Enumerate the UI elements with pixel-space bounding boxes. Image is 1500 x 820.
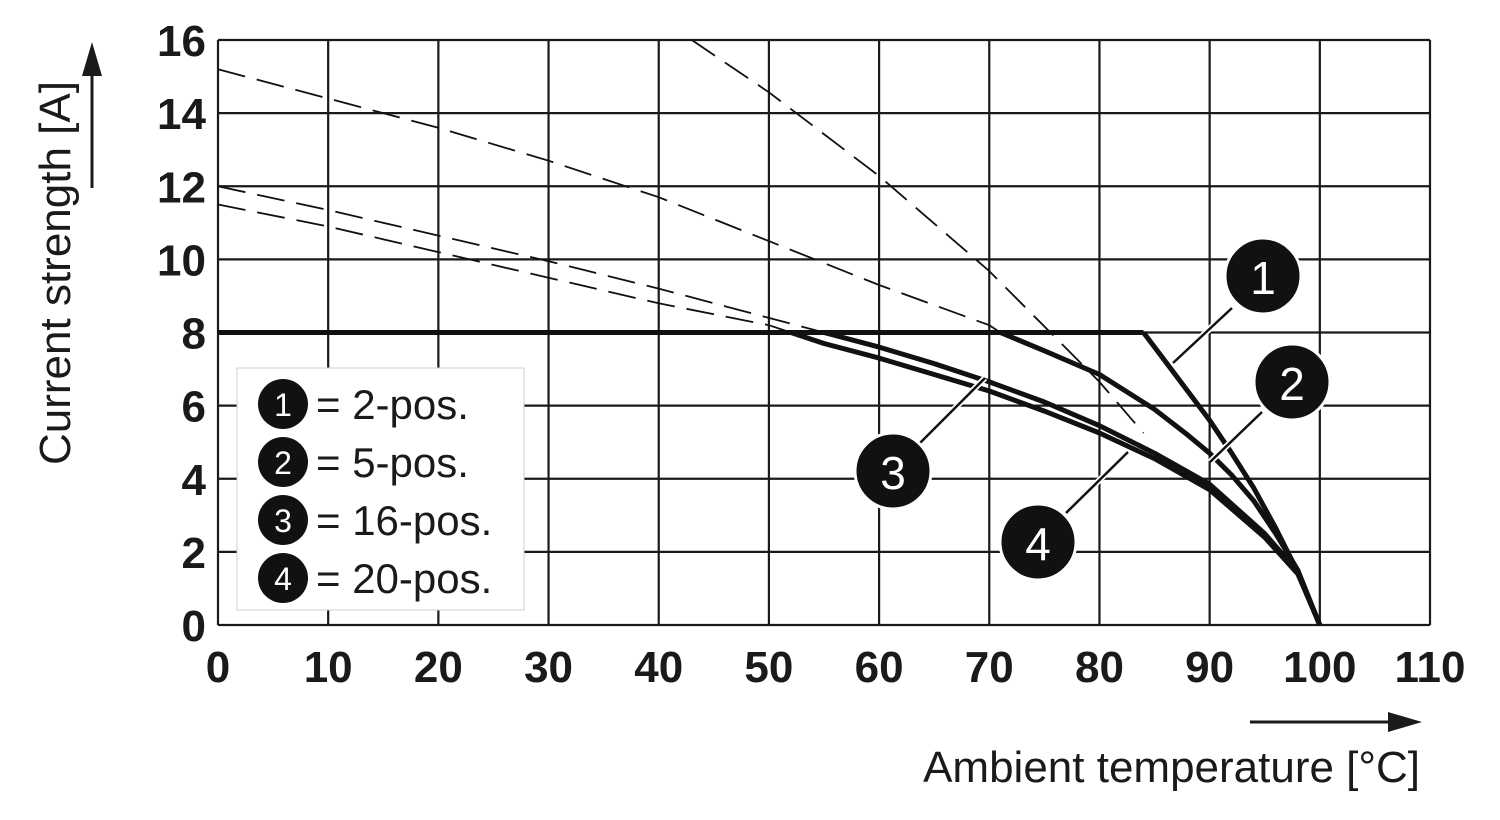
x-tick-label: 100 — [1283, 643, 1356, 692]
legend-marker-1 — [258, 379, 308, 429]
x-axis-title: Ambient temperature [°C] — [923, 743, 1420, 792]
y-tick-label: 0 — [182, 602, 206, 651]
x-tick-label: 40 — [634, 643, 683, 692]
y-tick-label: 2 — [182, 529, 206, 578]
series-1-dashed-line — [691, 39, 1145, 434]
x-tick-label: 50 — [744, 643, 793, 692]
x-axis-arrow-icon — [1250, 712, 1422, 732]
y-tick-label: 10 — [157, 236, 206, 285]
series-lines — [217, 39, 1323, 626]
callout-1-label: 1 — [1250, 252, 1276, 304]
legend-text: = 16-pos. — [316, 497, 492, 544]
callout-1-leader — [1172, 307, 1233, 364]
series-2-line — [999, 330, 1323, 626]
series-4-line — [790, 330, 1323, 626]
legend-marker-4 — [258, 553, 308, 603]
legend-item: 1 = 2-pos. — [258, 379, 469, 429]
callout-3-leader — [919, 377, 986, 444]
x-tick-label: 20 — [414, 643, 463, 692]
series-4-dashed-line — [217, 203, 792, 334]
legend-marker-label: 3 — [274, 503, 292, 539]
x-tick-label: 90 — [1185, 643, 1234, 692]
legend-marker-label: 4 — [274, 561, 292, 597]
callout-4-badge — [998, 502, 1078, 582]
y-axis-arrow-icon — [82, 42, 102, 188]
series-2-dashed-line — [217, 68, 1001, 334]
legend-item: 2 = 5-pos. — [258, 437, 469, 487]
x-tick-label: 30 — [524, 643, 573, 692]
series-callouts: 1 2 3 4 — [853, 236, 1332, 582]
x-tick-label: 60 — [855, 643, 904, 692]
legend-items: 1 = 2-pos. 2 = 5-pos. 3 = 16-pos. 4 = 20-pos. — [258, 379, 492, 603]
x-tick-label: 10 — [304, 643, 353, 692]
x-tick-label: 0 — [206, 643, 230, 692]
callout-2-leader — [1209, 411, 1263, 463]
legend-text: = 2-pos. — [316, 381, 469, 428]
callout-3-badge — [853, 431, 933, 511]
callout-4-label: 4 — [1025, 518, 1051, 570]
y-tick-label: 16 — [157, 17, 206, 66]
legend-marker-3 — [258, 495, 308, 545]
legend: 1 = 2-pos. 2 = 5-pos. 3 = 16-pos. 4 = 20-pos. — [236, 367, 525, 611]
x-tick-label: 80 — [1075, 643, 1124, 692]
y-tick-label: 12 — [157, 163, 206, 212]
legend-marker-label: 2 — [274, 445, 292, 481]
x-tick-label: 110 — [1395, 643, 1466, 692]
legend-marker-label: 1 — [274, 387, 292, 423]
y-tick-label: 14 — [157, 90, 206, 139]
x-tick-labels: 0 10 20 30 40 50 60 70 80 90 100 110 — [206, 643, 1466, 692]
y-tick-label: 4 — [182, 456, 207, 505]
callout-4-leader — [1065, 451, 1129, 514]
series-3-dashed-line — [217, 185, 825, 334]
callout-3-label: 3 — [880, 447, 906, 499]
callout-1-badge — [1223, 236, 1303, 316]
y-tick-label: 8 — [182, 310, 206, 359]
legend-text: = 20-pos. — [316, 555, 492, 602]
y-axis-title: Current strength [A] — [31, 81, 80, 465]
y-tick-label: 6 — [182, 383, 206, 432]
legend-item: 4 = 20-pos. — [258, 553, 492, 603]
legend-item: 3 = 16-pos. — [258, 495, 492, 545]
callout-2-label: 2 — [1279, 358, 1305, 410]
legend-marker-2 — [258, 437, 308, 487]
callout-2-badge — [1252, 342, 1332, 422]
y-tick-labels: 0 2 4 6 8 10 12 14 16 — [157, 17, 206, 651]
x-tick-label: 70 — [965, 643, 1014, 692]
legend-text: = 5-pos. — [316, 439, 469, 486]
